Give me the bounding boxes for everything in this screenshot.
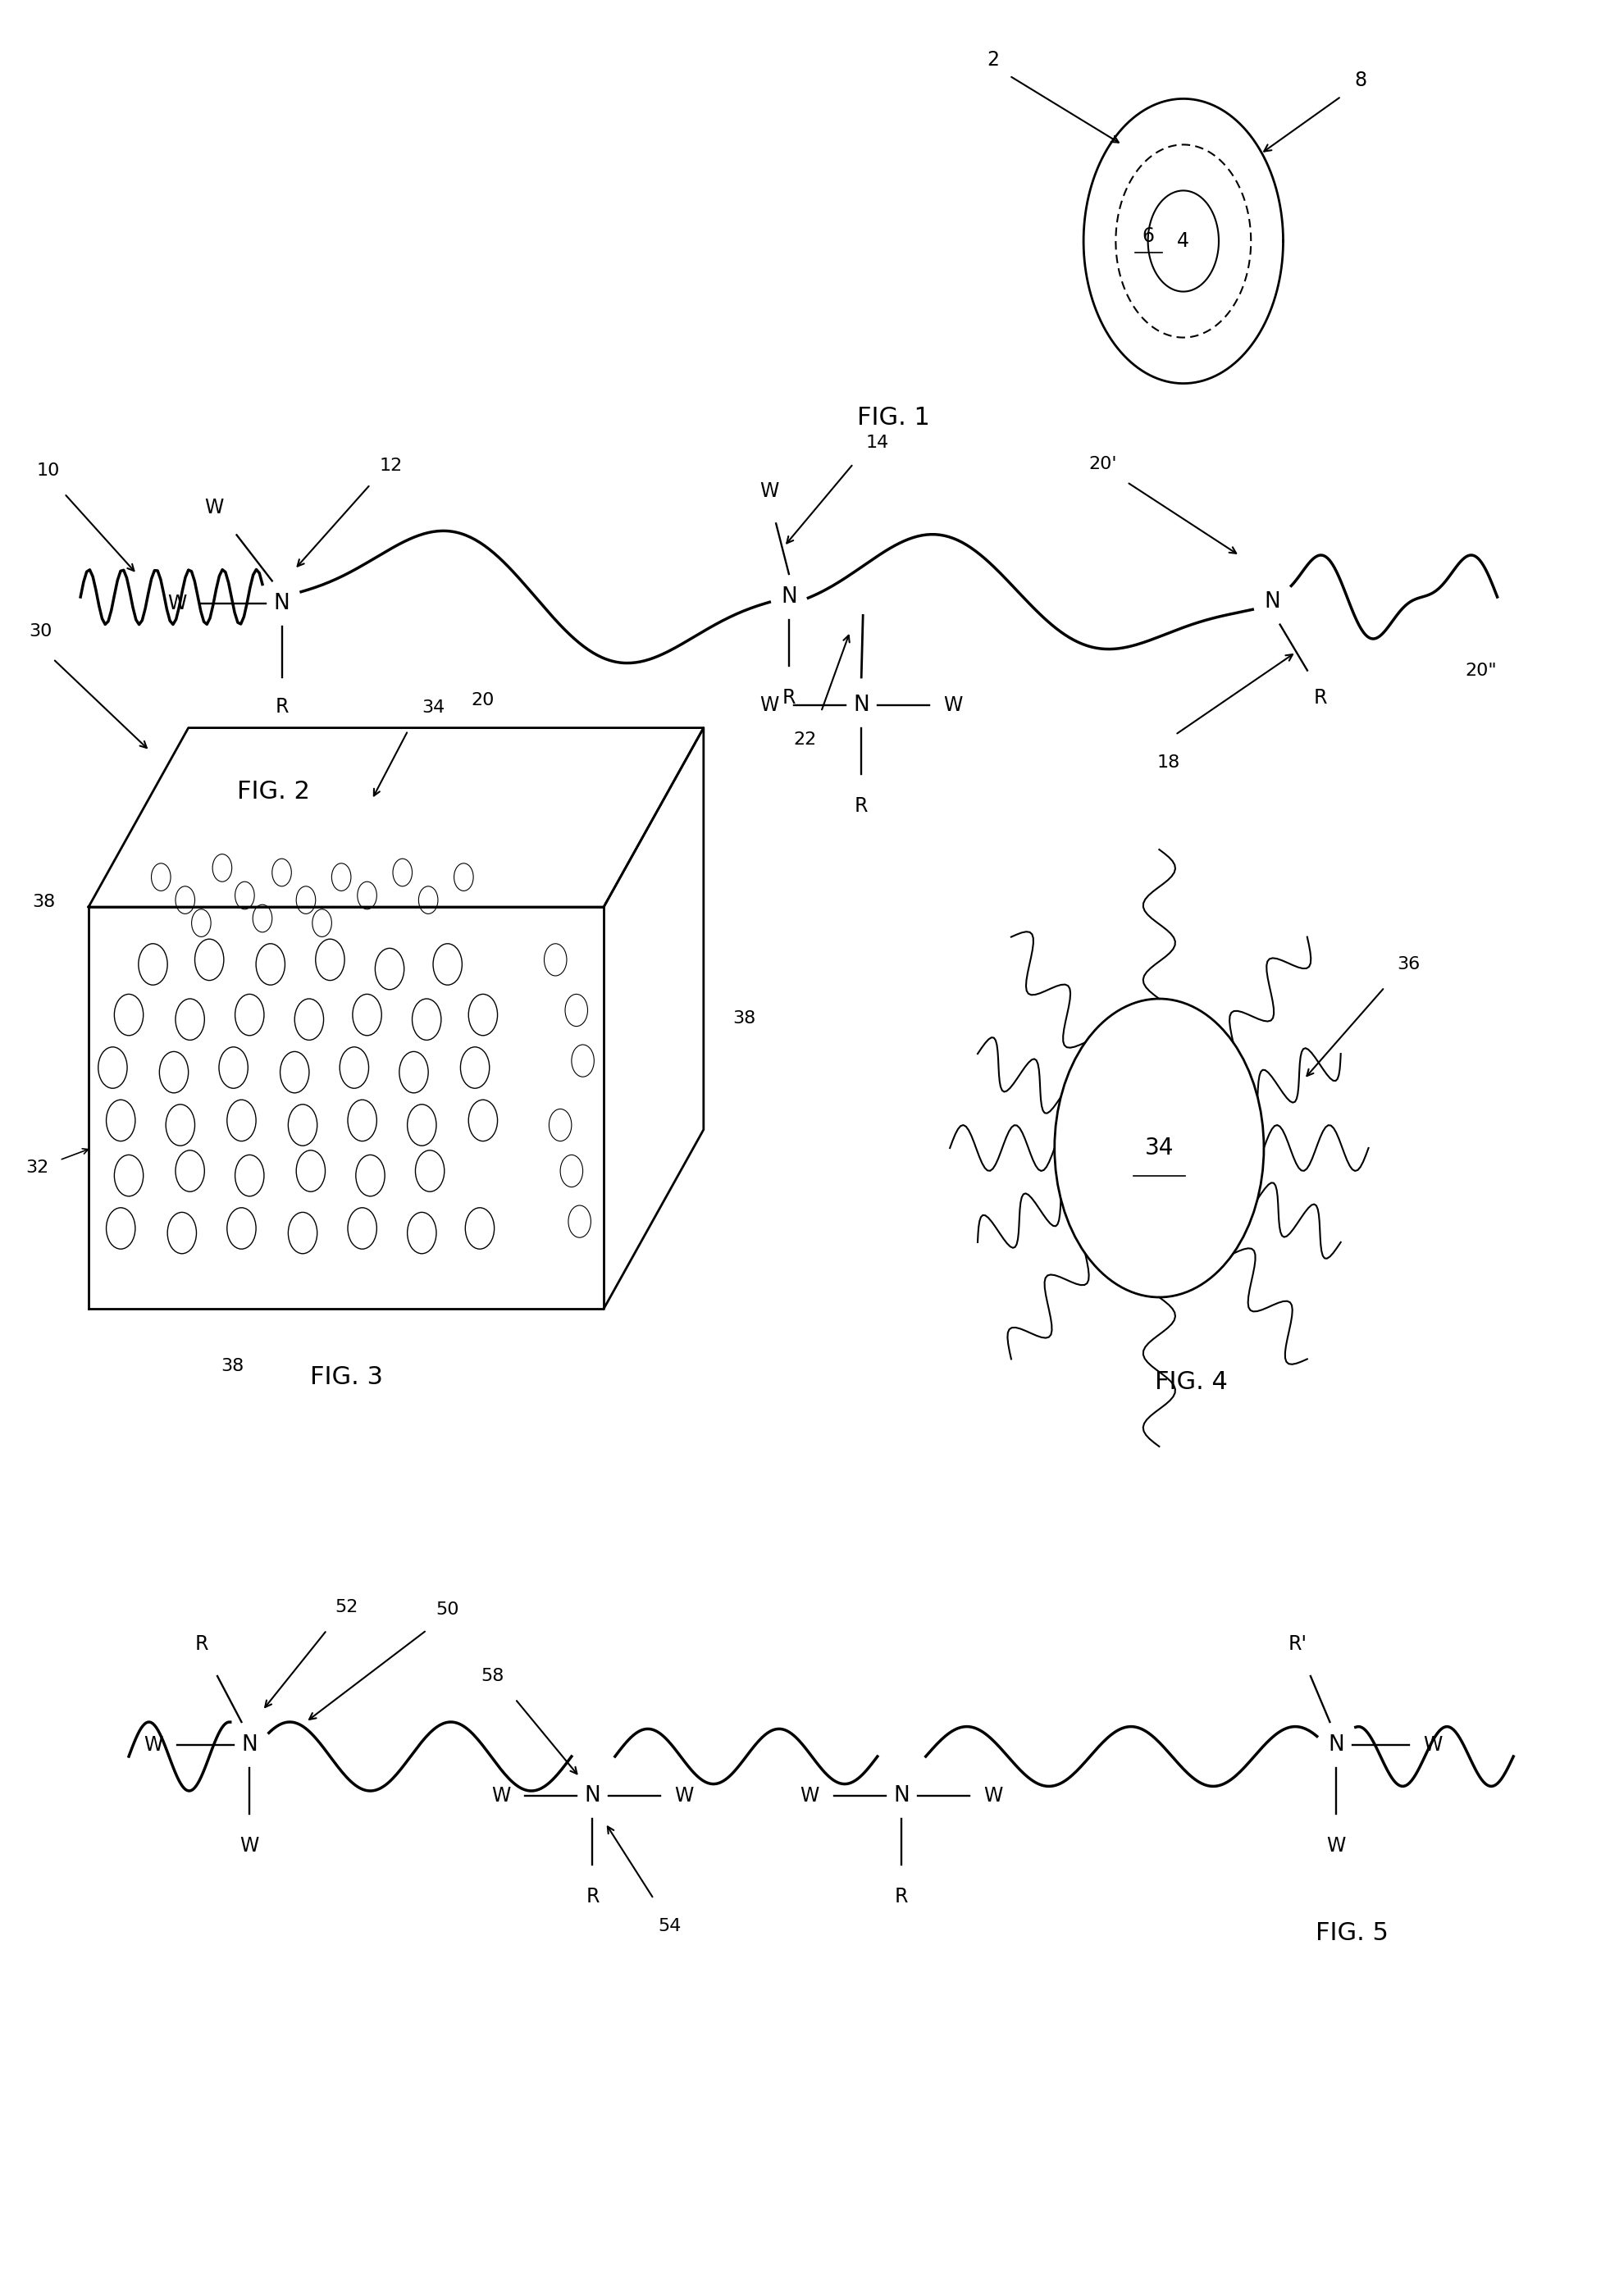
Text: 18: 18 bbox=[1158, 753, 1180, 771]
Text: R: R bbox=[895, 1887, 908, 1906]
Text: W: W bbox=[984, 1786, 1003, 1805]
Text: R: R bbox=[855, 797, 868, 815]
Text: W: W bbox=[943, 696, 963, 714]
Text: R': R' bbox=[1288, 1635, 1307, 1653]
Text: 10: 10 bbox=[37, 461, 60, 480]
Text: 2: 2 bbox=[987, 51, 1000, 69]
Text: W: W bbox=[1327, 1837, 1346, 1855]
Text: 6: 6 bbox=[1141, 227, 1154, 246]
Text: R: R bbox=[1314, 689, 1327, 707]
Text: N: N bbox=[1264, 590, 1280, 613]
Text: 38: 38 bbox=[32, 893, 55, 912]
Text: 52: 52 bbox=[335, 1598, 357, 1616]
Text: W: W bbox=[675, 1786, 694, 1805]
Text: 20: 20 bbox=[472, 691, 494, 709]
Text: 50: 50 bbox=[436, 1600, 459, 1619]
Text: 12: 12 bbox=[380, 457, 402, 475]
Text: N: N bbox=[781, 585, 797, 608]
Text: FIG. 1: FIG. 1 bbox=[857, 406, 931, 429]
Text: N: N bbox=[584, 1784, 601, 1807]
Text: 8: 8 bbox=[1354, 71, 1367, 90]
Text: R: R bbox=[195, 1635, 208, 1653]
Text: 4: 4 bbox=[1177, 232, 1190, 250]
Text: 36: 36 bbox=[1397, 955, 1420, 974]
Text: R: R bbox=[782, 689, 795, 707]
Text: FIG. 4: FIG. 4 bbox=[1154, 1371, 1228, 1394]
Text: 58: 58 bbox=[481, 1667, 504, 1685]
Text: 38: 38 bbox=[733, 1010, 755, 1026]
Text: 30: 30 bbox=[29, 622, 52, 641]
Text: R: R bbox=[275, 698, 288, 716]
Text: N: N bbox=[274, 592, 290, 615]
Text: 20': 20' bbox=[1088, 455, 1117, 473]
Text: FIG. 3: FIG. 3 bbox=[309, 1366, 383, 1389]
Text: W: W bbox=[800, 1786, 819, 1805]
Text: W: W bbox=[491, 1786, 510, 1805]
Text: W: W bbox=[143, 1736, 163, 1754]
Text: W: W bbox=[240, 1837, 259, 1855]
Text: W: W bbox=[760, 482, 779, 501]
Text: N: N bbox=[1328, 1733, 1344, 1756]
Text: FIG. 5: FIG. 5 bbox=[1315, 1922, 1389, 1945]
Text: 54: 54 bbox=[658, 1917, 681, 1936]
Text: 34: 34 bbox=[422, 700, 446, 716]
Text: W: W bbox=[204, 498, 224, 517]
Text: N: N bbox=[241, 1733, 258, 1756]
Text: W: W bbox=[167, 595, 187, 613]
Text: W: W bbox=[1423, 1736, 1443, 1754]
Text: R: R bbox=[586, 1887, 599, 1906]
Text: N: N bbox=[894, 1784, 910, 1807]
Text: N: N bbox=[853, 693, 869, 716]
Text: 34: 34 bbox=[1145, 1137, 1174, 1159]
Text: 38: 38 bbox=[221, 1357, 245, 1375]
Text: FIG. 2: FIG. 2 bbox=[237, 781, 311, 804]
Text: W: W bbox=[760, 696, 779, 714]
Text: 32: 32 bbox=[26, 1159, 48, 1176]
Text: 20": 20" bbox=[1465, 661, 1497, 680]
Text: 22: 22 bbox=[794, 730, 816, 748]
Text: 14: 14 bbox=[866, 434, 889, 452]
